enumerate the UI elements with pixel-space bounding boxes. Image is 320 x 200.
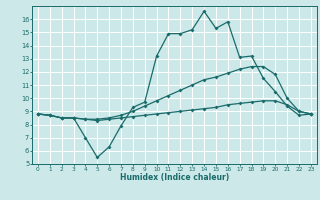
X-axis label: Humidex (Indice chaleur): Humidex (Indice chaleur) — [120, 173, 229, 182]
